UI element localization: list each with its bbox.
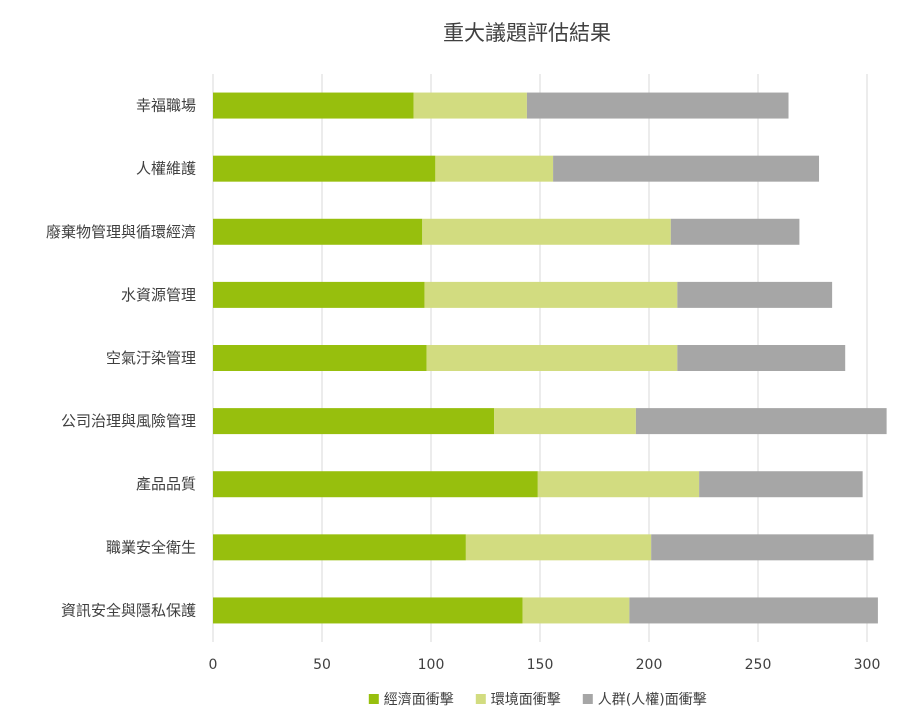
bar-segment-series-1 <box>213 408 495 435</box>
legend-label: 經濟面衝擊 <box>384 691 454 708</box>
bar-segment-series-1 <box>213 471 538 498</box>
bar-segment-series-3 <box>670 218 800 245</box>
x-tick-label: 100 <box>418 657 445 673</box>
bar-segment-series-1 <box>213 218 423 245</box>
category-labels: 幸福職場人權維護廢棄物管理與循環經濟水資源管理空氣汙染管理公司治理與風險管理產品… <box>46 97 196 620</box>
bar-segment-series-3 <box>677 281 833 308</box>
chart-title: 重大議題評估結果 <box>443 21 611 45</box>
bar-segment-series-1 <box>213 281 425 308</box>
x-axis-tick-labels: 0 50 100 150 200 250 300 <box>209 657 881 673</box>
bar-segment-series-2 <box>424 281 678 308</box>
x-tick-label: 250 <box>745 657 772 673</box>
bar-segment-series-3 <box>635 408 887 435</box>
bar-segment-series-3 <box>553 155 820 182</box>
bar-segment-series-2 <box>522 597 630 624</box>
bars-group <box>213 92 887 624</box>
bar-segment-series-3 <box>629 597 878 624</box>
bar-segment-series-3 <box>651 534 874 561</box>
bar-segment-series-2 <box>465 534 652 561</box>
legend-swatch-series-3 <box>582 694 593 704</box>
bar-segment-series-3 <box>677 345 846 371</box>
x-tick-label: 0 <box>209 657 218 673</box>
bar-segment-series-1 <box>213 345 427 371</box>
bar-segment-series-3 <box>526 92 789 119</box>
legend: 經濟面衝擊 環境面衝擊 人群(人權)面衝擊 <box>368 691 707 708</box>
bar-segment-series-1 <box>213 92 414 119</box>
category-label: 幸福職場 <box>136 97 196 115</box>
legend-label: 環境面衝擊 <box>491 691 561 708</box>
legend-swatch-series-1 <box>368 694 379 704</box>
bar-segment-series-1 <box>213 534 466 561</box>
x-tick-label: 300 <box>854 657 881 673</box>
x-tick-label: 150 <box>527 657 554 673</box>
bar-segment-series-2 <box>426 345 678 371</box>
category-label: 人權維護 <box>136 160 196 178</box>
category-label: 職業安全衛生 <box>106 538 196 556</box>
bar-segment-series-2 <box>494 408 636 435</box>
category-label: 廢棄物管理與循環經濟 <box>46 223 196 241</box>
x-tick-label: 200 <box>636 657 663 673</box>
category-label: 公司治理與風險管理 <box>61 412 196 430</box>
bar-segment-series-3 <box>699 471 863 498</box>
x-tick-label: 50 <box>313 657 331 673</box>
category-label: 資訊安全與隱私保護 <box>61 601 196 619</box>
legend-swatch-series-2 <box>475 694 486 704</box>
bar-segment-series-2 <box>413 92 527 119</box>
bar-segment-series-1 <box>213 597 523 624</box>
category-label: 產品品質 <box>136 475 196 493</box>
bar-segment-series-2 <box>537 471 700 498</box>
category-label: 空氣汙染管理 <box>106 349 196 367</box>
legend-label: 人群(人權)面衝擊 <box>598 691 707 708</box>
bar-segment-series-2 <box>435 155 554 182</box>
bar-segment-series-1 <box>213 155 436 182</box>
bar-segment-series-2 <box>422 218 671 245</box>
category-label: 水資源管理 <box>121 286 196 304</box>
